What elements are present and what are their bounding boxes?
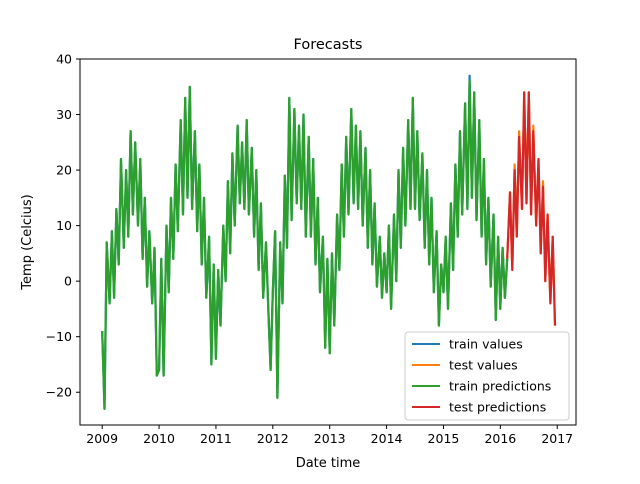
y-tick-label: 40: [56, 52, 72, 67]
x-tick-label: 2009: [86, 431, 118, 446]
y-tick-label: 0: [64, 274, 72, 289]
x-tick-label: 2012: [257, 431, 289, 446]
x-tick-label: 2017: [541, 431, 573, 446]
legend: train values test values train predictions…: [404, 331, 570, 421]
legend-label: test values: [449, 358, 518, 373]
series-line-test-predictions: [506, 91, 557, 326]
x-axis: 2009 2010 2011 2012 2013 2014 2015 2016 2017: [86, 425, 573, 446]
y-tick-label: −10: [46, 329, 72, 344]
series-layer: [101, 74, 557, 410]
legend-box: [404, 331, 570, 421]
x-tick-label: 2010: [143, 431, 175, 446]
legend-label: train values: [449, 337, 523, 352]
y-axis-label: Temp (Celcius): [20, 194, 35, 290]
x-tick-label: 2014: [371, 431, 403, 446]
y-tick-label: −20: [46, 385, 72, 400]
x-tick-label: 2016: [484, 431, 516, 446]
plot-frame: [79, 58, 577, 426]
legend-label: train predictions: [449, 379, 551, 394]
x-axis-label: Date time: [296, 456, 361, 471]
y-tick-label: 30: [56, 107, 72, 122]
x-tick-label: 2015: [428, 431, 460, 446]
legend-label: test predictions: [449, 400, 546, 415]
y-tick-label: 10: [56, 218, 72, 233]
chart-title: Forecasts: [294, 37, 363, 53]
x-tick-label: 2013: [314, 431, 346, 446]
x-tick-label: 2011: [200, 431, 232, 446]
series-line-train-predictions: [101, 80, 509, 410]
y-tick-label: 20: [56, 163, 72, 178]
y-axis: −20 −10 0 10 20 30 40: [46, 52, 80, 400]
